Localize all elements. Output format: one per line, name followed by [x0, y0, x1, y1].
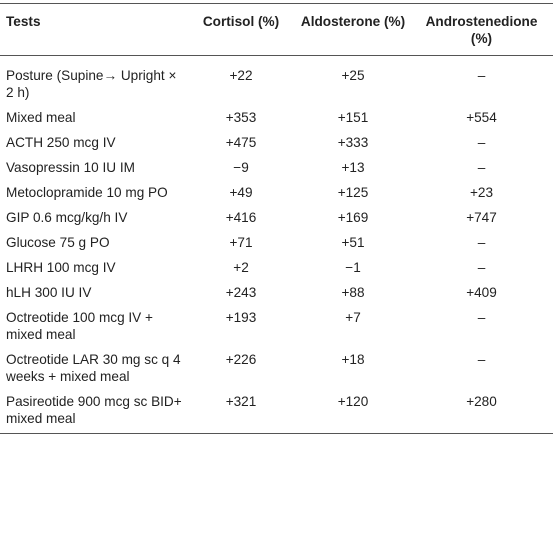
table-row: Vasopressin 10 IU IM −9 +13 – — [0, 154, 553, 179]
test-name-cell: Glucose 75 g PO — [6, 235, 110, 250]
androstenedione-cell: – — [477, 235, 486, 250]
table-row: hLH 300 IU IV +243 +88 +409 — [0, 279, 553, 304]
test-name-cell: Metoclopramide 10 mg PO — [6, 185, 168, 200]
header-androstenedione: Androstenedione (%) — [410, 3, 553, 56]
cortisol-cell: +71 — [229, 235, 253, 250]
test-name-cell: Mixed meal — [6, 110, 76, 125]
cortisol-cell: +226 — [225, 352, 257, 367]
androstenedione-cell: +23 — [469, 185, 494, 200]
header-cortisol: Cortisol (%) — [186, 3, 296, 56]
table-body: Posture (Supine→ Upright × 2 h) +22 +25 … — [0, 56, 553, 434]
androstenedione-cell: – — [477, 260, 486, 275]
aldosterone-cell: +333 — [337, 135, 369, 150]
test-name-cell: Pasireotide 900 mcg sc BID+ mixed meal — [0, 388, 186, 434]
androstenedione-cell: – — [477, 68, 486, 83]
androstenedione-cell: – — [477, 160, 486, 175]
table-row: Metoclopramide 10 mg PO +49 +125 +23 — [0, 179, 553, 204]
table-row: ACTH 250 mcg IV +475 +333 – — [0, 129, 553, 154]
table-row: Posture (Supine→ Upright × 2 h) +22 +25 … — [0, 62, 553, 104]
cortisol-cell: −9 — [233, 160, 249, 175]
table-row: LHRH 100 mcg IV +2 −1 – — [0, 254, 553, 279]
test-name-cell: hLH 300 IU IV — [6, 285, 92, 300]
aldosterone-cell: +125 — [337, 185, 369, 200]
table-row: Mixed meal +353 +151 +554 — [0, 104, 553, 129]
androstenedione-cell: +409 — [466, 285, 497, 300]
header-aldosterone: Aldosterone (%) — [296, 3, 410, 56]
table-row: GIP 0.6 mcg/kg/h IV +416 +169 +747 — [0, 204, 553, 229]
aldosterone-cell: +18 — [341, 352, 365, 367]
androstenedione-cell: +554 — [466, 110, 497, 125]
test-name-cell: ACTH 250 mcg IV — [6, 135, 116, 150]
aldosterone-cell: +25 — [341, 68, 365, 83]
table-row: Octreotide 100 mcg IV + mixed meal +193 … — [0, 304, 553, 346]
cortisol-cell: +22 — [229, 68, 253, 83]
test-name-cell: Octreotide 100 mcg IV + mixed meal — [6, 310, 153, 342]
cortisol-cell: +353 — [225, 110, 257, 125]
test-name-cell: GIP 0.6 mcg/kg/h IV — [6, 210, 128, 225]
cortisol-cell: +321 — [186, 388, 296, 434]
test-name-cell: Posture (Supine→ Upright × 2 h) — [6, 68, 177, 100]
aldosterone-cell: +120 — [296, 388, 410, 434]
androstenedione-cell: +280 — [410, 388, 553, 434]
androstenedione-cell: – — [477, 310, 486, 325]
cortisol-cell: +193 — [225, 310, 257, 325]
test-name-cell: Octreotide LAR 30 mg sc q 4 weeks + mixe… — [6, 352, 181, 384]
aldosterone-cell: +7 — [345, 310, 361, 325]
aldosterone-cell: +13 — [341, 160, 365, 175]
aldosterone-cell: +88 — [341, 285, 365, 300]
androstenedione-cell: +747 — [466, 210, 497, 225]
hormone-response-table: Tests Cortisol (%) Aldosterone (%) Andro… — [0, 3, 553, 434]
header-row: Tests Cortisol (%) Aldosterone (%) Andro… — [0, 3, 553, 56]
androstenedione-cell: – — [477, 135, 486, 150]
table-header: Tests Cortisol (%) Aldosterone (%) Andro… — [0, 3, 553, 56]
table-row: Pasireotide 900 mcg sc BID+ mixed meal +… — [0, 388, 553, 434]
aldosterone-cell: +151 — [337, 110, 369, 125]
cortisol-cell: +475 — [225, 135, 257, 150]
cortisol-cell: +416 — [225, 210, 257, 225]
aldosterone-cell: +169 — [337, 210, 369, 225]
test-name-cell: Vasopressin 10 IU IM — [6, 160, 135, 175]
androstenedione-cell: – — [477, 352, 486, 367]
aldosterone-cell: +51 — [341, 235, 365, 250]
results-table-container: Tests Cortisol (%) Aldosterone (%) Andro… — [0, 3, 556, 554]
test-name-cell: LHRH 100 mcg IV — [6, 260, 116, 275]
cortisol-cell: +2 — [233, 260, 249, 275]
header-tests: Tests — [0, 3, 186, 56]
aldosterone-cell: −1 — [345, 260, 361, 275]
cortisol-cell: +49 — [229, 185, 253, 200]
table-row: Glucose 75 g PO +71 +51 – — [0, 229, 553, 254]
cortisol-cell: +243 — [225, 285, 257, 300]
table-row: Octreotide LAR 30 mg sc q 4 weeks + mixe… — [0, 346, 553, 388]
